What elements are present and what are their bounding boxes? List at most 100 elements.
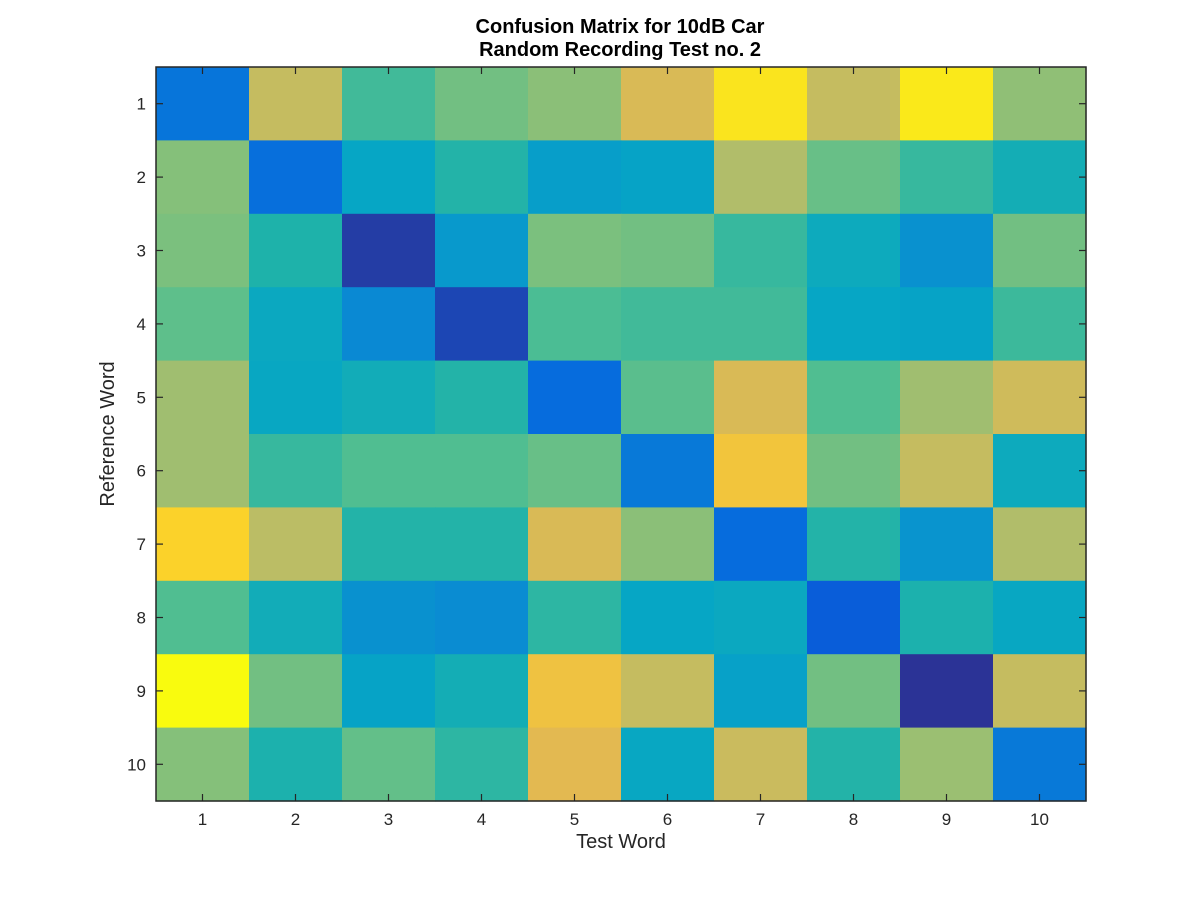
heatmap-cell-r5-c7 [714,360,808,435]
heatmap-cell-r7-c5 [528,507,622,582]
heatmap-cell-r3-c5 [528,213,622,288]
heatmap-cell-r3-c8 [807,213,901,288]
heatmap-cell-r5-c8 [807,360,901,435]
heatmap-cell-r8-c8 [807,580,901,655]
heatmap-cell-r1-c1 [156,67,250,141]
heatmap-cell-r1-c8 [807,67,901,141]
x-tick-label-4: 4 [477,810,486,829]
heatmap-cell-r5-c6 [621,360,715,435]
heatmap-cell-r5-c9 [900,360,994,435]
heatmap-cell-r9-c10 [993,654,1087,729]
heatmap-cell-r5-c2 [249,360,343,435]
x-tick-label-1: 1 [198,810,207,829]
heatmap-cell-r7-c9 [900,507,994,582]
heatmap-cell-r1-c9 [900,67,994,141]
heatmap-cell-r8-c1 [156,580,250,655]
heatmap-cell-r6-c6 [621,434,715,508]
heatmap-cell-r9-c6 [621,654,715,729]
heatmap-cell-r2-c3 [342,140,436,215]
heatmap-cell-r10-c1 [156,727,250,802]
plot-area-frame [155,66,1087,802]
heatmap-cell-r7-c4 [435,507,529,582]
heatmap-cells [156,67,1087,802]
heatmap-cell-r4-c2 [249,287,343,362]
heatmap-cell-r8-c5 [528,580,622,655]
heatmap-cell-r7-c8 [807,507,901,582]
x-tick-label-8: 8 [849,810,858,829]
heatmap-cell-r9-c8 [807,654,901,729]
heatmap-cell-r5-c5 [528,360,622,435]
heatmap-cell-r10-c2 [249,727,343,802]
heatmap-cell-r9-c4 [435,654,529,729]
x-axis-label: Test Word [576,831,666,853]
heatmap-cell-r6-c7 [714,434,808,508]
y-axis-ticks: 1 2 3 4 5 6 7 8 9 10 [127,95,1086,774]
heatmap-cell-r6-c9 [900,434,994,508]
heatmap-cell-r3-c9 [900,213,994,288]
heatmap-cell-r10-c5 [528,727,622,802]
y-tick-label-7: 7 [137,535,146,554]
y-tick-label-8: 8 [137,609,146,628]
heatmap-cell-r6-c1 [156,434,250,508]
heatmap-cell-r8-c4 [435,580,529,655]
heatmap-cell-r6-c3 [342,434,436,508]
heatmap-cell-r8-c2 [249,580,343,655]
heatmap-cell-r3-c7 [714,213,808,288]
heatmap-cell-r3-c1 [156,213,250,288]
heatmap-cell-r9-c5 [528,654,622,729]
heatmap-cell-r4-c3 [342,287,436,362]
x-tick-label-7: 7 [756,810,765,829]
heatmap-cell-r7-c10 [993,507,1087,582]
heatmap-cell-r7-c6 [621,507,715,582]
chart-title-line-1: Confusion Matrix for 10dB Car [476,16,765,38]
heatmap-cell-r9-c2 [249,654,343,729]
heatmap-cell-r2-c1 [156,140,250,215]
heatmap-cell-r2-c10 [993,140,1087,215]
heatmap-cell-r9-c7 [714,654,808,729]
x-tick-label-9: 9 [942,810,951,829]
heatmap-cell-r6-c2 [249,434,343,508]
heatmap-cell-r4-c10 [993,287,1087,362]
heatmap-cell-r8-c3 [342,580,436,655]
heatmap-cell-r2-c4 [435,140,529,215]
heatmap-cell-r3-c3 [342,213,436,288]
heatmap-cell-r1-c2 [249,67,343,141]
heatmap-cell-r4-c4 [435,287,529,362]
heatmap-cell-r4-c6 [621,287,715,362]
heatmap-cell-r5-c3 [342,360,436,435]
y-tick-label-3: 3 [137,242,146,261]
heatmap-cell-r2-c6 [621,140,715,215]
heatmap-cell-r3-c6 [621,213,715,288]
heatmap-cell-r10-c9 [900,727,994,802]
heatmap-cell-r7-c1 [156,507,250,582]
heatmap-cell-r8-c10 [993,580,1087,655]
heatmap-cell-r1-c6 [621,67,715,141]
y-tick-label-9: 9 [137,682,146,701]
x-tick-label-3: 3 [384,810,393,829]
heatmap-cell-r3-c4 [435,213,529,288]
heatmap-cell-r10-c3 [342,727,436,802]
heatmap-cell-r10-c10 [993,727,1087,802]
heatmap-cell-r1-c5 [528,67,622,141]
heatmap-cell-r1-c7 [714,67,808,141]
heatmap-cell-r9-c1 [156,654,250,729]
heatmap-cell-r2-c2 [249,140,343,215]
heatmap-cell-r4-c1 [156,287,250,362]
heatmap-cell-r3-c10 [993,213,1087,288]
heatmap-cell-r2-c8 [807,140,901,215]
heatmap-cell-r4-c9 [900,287,994,362]
heatmap-cell-r4-c5 [528,287,622,362]
y-axis-label: Reference Word [97,361,119,506]
heatmap-cell-r2-c5 [528,140,622,215]
y-tick-label-1: 1 [137,95,146,114]
x-tick-label-2: 2 [291,810,300,829]
heatmap-cell-r8-c6 [621,580,715,655]
heatmap-cell-r10-c7 [714,727,808,802]
heatmap-cell-r3-c2 [249,213,343,288]
heatmap-cell-r8-c7 [714,580,808,655]
heatmap-cell-r6-c4 [435,434,529,508]
x-tick-label-6: 6 [663,810,672,829]
x-tick-label-5: 5 [570,810,579,829]
heatmap-cell-r5-c4 [435,360,529,435]
